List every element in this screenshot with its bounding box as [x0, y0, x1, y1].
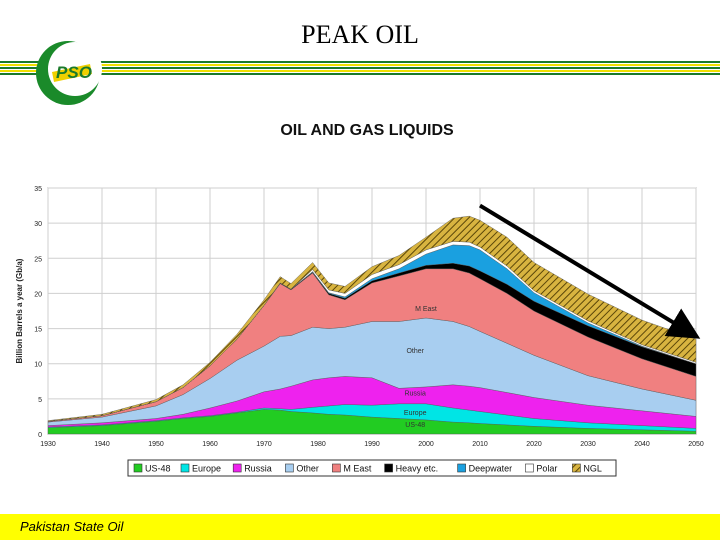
x-tick-label: 2030 — [580, 441, 596, 448]
area-label: M East — [415, 306, 437, 313]
area-label: Other — [406, 348, 424, 355]
legend-label: M East — [343, 464, 372, 474]
x-tick-label: 1960 — [202, 441, 218, 448]
x-tick-label: 2050 — [688, 441, 704, 448]
x-tick-label: 1980 — [310, 441, 326, 448]
legend-swatch — [572, 463, 581, 473]
y-tick-label: 5 — [38, 397, 42, 404]
y-tick-label: 10 — [34, 362, 42, 369]
legend-label: Russia — [244, 464, 272, 474]
legend-swatch — [180, 463, 190, 473]
x-tick-label: 2040 — [634, 441, 650, 448]
stripe-green-2 — [0, 67, 720, 69]
area-label: Europe — [404, 410, 427, 417]
legend-swatch — [457, 463, 466, 473]
area-label: US-48 — [405, 422, 425, 429]
legend-swatch — [133, 463, 143, 473]
legend-label: NGL — [583, 464, 602, 474]
stacked-areas — [47, 215, 697, 435]
x-tick-label: 1940 — [94, 441, 110, 448]
y-axis-label: Billion Barrels a year (Gb/a) — [15, 258, 24, 363]
in-chart-labels: M East Other Russia Europe US-48 — [404, 306, 437, 429]
y-tick-label: 15 — [34, 327, 42, 334]
y-tick-label: 0 — [38, 432, 42, 439]
stripe-green-1 — [0, 61, 720, 63]
pso-logo: PSO — [36, 41, 102, 105]
footer-text: Pakistan State Oil — [20, 519, 124, 534]
x-tick-label: 2020 — [526, 441, 542, 448]
axis-ticks: 1930 1940 1950 1960 1970 1980 1990 2000 2010 2020… — [34, 186, 704, 448]
legend-label: Europe — [192, 464, 221, 474]
legend-swatch — [232, 463, 242, 473]
legend-label: Deepwater — [469, 464, 513, 474]
chart-title: OIL AND GAS LIQUIDS — [280, 122, 454, 139]
x-tick-label: 2010 — [472, 441, 488, 448]
legend-label: Polar — [536, 464, 557, 474]
x-tick-label: 2000 — [418, 441, 434, 448]
stripe-yellow-2 — [0, 70, 720, 72]
x-tick-label: 1970 — [256, 441, 272, 448]
area-ngl — [47, 215, 697, 422]
area-label: Russia — [404, 390, 426, 397]
legend-swatch — [332, 463, 341, 473]
stripe-yellow-1 — [0, 64, 720, 66]
stripe-green-3 — [0, 73, 720, 75]
decline-arrow-line — [478, 203, 701, 339]
legend-swatch — [384, 463, 393, 473]
decline-arrow — [478, 203, 701, 339]
y-tick-label: 30 — [34, 221, 42, 228]
legend-label: Other — [296, 464, 319, 474]
x-tick-label: 1950 — [148, 441, 164, 448]
legend-swatch — [285, 463, 294, 473]
legend-label: Heavy etc. — [396, 464, 439, 474]
x-tick-label: 1930 — [40, 441, 56, 448]
legend-box — [127, 459, 617, 477]
y-tick-label: 35 — [34, 186, 42, 193]
y-tick-label: 20 — [34, 291, 42, 298]
logo-text: PSO — [56, 63, 92, 82]
x-tick-label: 1990 — [364, 441, 380, 448]
legend-swatch — [525, 463, 534, 473]
legend-label: US-48 — [145, 464, 171, 474]
slide-title: PEAK OIL — [301, 20, 419, 49]
footer-bar: Pakistan State Oil — [0, 514, 720, 540]
legend: US-48 Europe Russia Other M East Heavy etc. De… — [127, 459, 617, 477]
y-tick-label: 25 — [34, 256, 42, 263]
